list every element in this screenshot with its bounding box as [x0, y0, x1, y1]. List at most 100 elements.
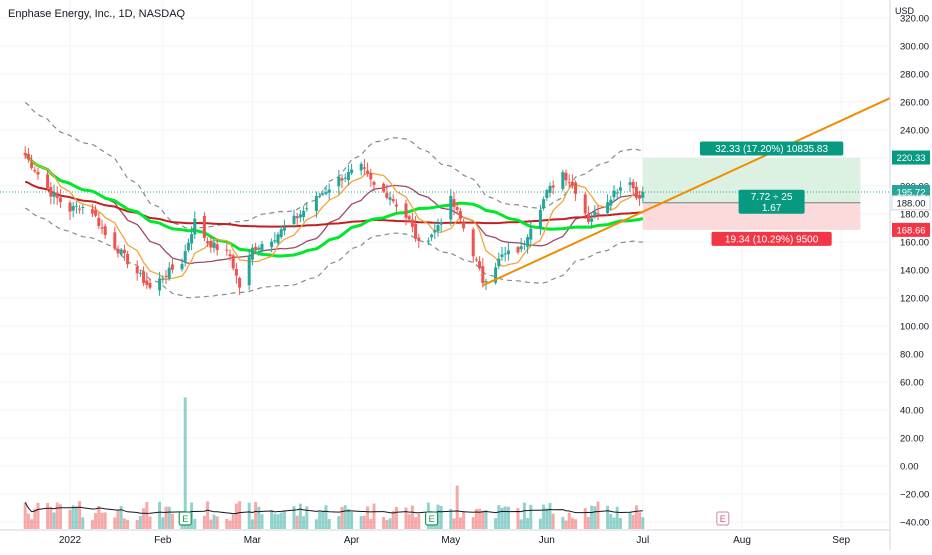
y-tick-label: −20.00	[900, 490, 929, 501]
position-stats-line-2: 1.67	[762, 203, 782, 214]
candle-body	[551, 185, 555, 188]
candle-body	[631, 181, 635, 189]
candle-body	[74, 205, 78, 207]
candle-body	[228, 254, 232, 257]
candle-body	[327, 189, 331, 193]
candle-body	[593, 211, 597, 217]
candle-body	[618, 187, 622, 191]
y-tick-label: 0.00	[900, 462, 919, 473]
x-tick-label: Apr	[344, 535, 360, 546]
candle-body	[362, 167, 366, 169]
candle-body	[471, 229, 475, 257]
volume-bar	[359, 515, 363, 529]
candle-body	[273, 240, 277, 242]
candle-body	[158, 278, 162, 291]
volume-bar	[503, 506, 507, 529]
volume-bar	[526, 517, 530, 529]
y-tick-label: 260.00	[900, 98, 929, 109]
earnings-marker-box	[178, 511, 192, 526]
y-tick-label: 160.00	[900, 238, 929, 249]
earnings-marker-label: E	[429, 514, 435, 524]
volume-bar	[158, 501, 162, 529]
volume-bar	[138, 516, 142, 529]
candle-body	[250, 247, 254, 260]
candle-body	[282, 226, 286, 231]
volume-bar	[202, 515, 206, 529]
candle-body	[516, 247, 520, 253]
volume-bar	[350, 511, 354, 529]
volume-bar	[404, 507, 408, 529]
candle-body	[500, 254, 504, 257]
candle-body	[270, 241, 274, 248]
candle-body	[234, 268, 238, 276]
price-tag-text: 168.66	[896, 225, 925, 236]
price-tag: 168.66	[892, 222, 930, 237]
candle-body	[474, 259, 478, 261]
volume-ma-line	[24, 502, 643, 515]
candle-body	[94, 210, 98, 216]
volume-bar	[366, 506, 370, 529]
volume-bar	[548, 502, 552, 529]
volume-bar	[161, 517, 165, 529]
volume-bar	[369, 518, 373, 529]
candle-body	[183, 251, 187, 262]
y-tick-label: 40.00	[900, 406, 924, 417]
y-tick-label: 60.00	[900, 378, 924, 389]
volume-bar	[478, 508, 482, 529]
volume-bar	[583, 508, 587, 529]
volume-bar	[100, 512, 104, 529]
candle-body	[615, 192, 619, 194]
candle-body	[641, 191, 645, 198]
volume-bar	[362, 515, 366, 529]
y-tick-label: 180.00	[900, 210, 929, 221]
volume-bar	[254, 502, 258, 529]
volume-bar	[439, 505, 443, 529]
y-tick-label: 140.00	[900, 266, 929, 277]
currency-label: USD	[894, 6, 914, 16]
candle-body	[372, 181, 376, 185]
volume-bar	[71, 505, 75, 529]
candle-body	[321, 193, 325, 195]
candle-body	[391, 199, 395, 202]
position-stats-line-1: 7.72 ÷ 25	[751, 192, 793, 203]
ma-slow-line	[24, 154, 643, 265]
y-tick-label: −40.00	[900, 518, 929, 529]
volume-bar	[346, 509, 350, 529]
candle-body	[58, 197, 62, 203]
position-profit-label: 32.33 (17.20%) 10835.83	[699, 141, 844, 156]
volume-bar	[49, 507, 53, 529]
volume-bar	[561, 517, 565, 529]
candle-body	[97, 217, 101, 226]
volume-bar	[170, 514, 174, 529]
candle-body	[388, 197, 392, 200]
candle-body	[503, 253, 507, 255]
volume-bar	[97, 506, 101, 529]
position-loss-label-text: 19.34 (10.29%) 9500	[725, 234, 819, 245]
volume-bar	[135, 520, 139, 529]
volume-bar	[94, 512, 98, 529]
volume-bar	[574, 519, 578, 529]
volume-bar	[116, 510, 120, 529]
volume-bar	[46, 502, 50, 529]
candle-body	[206, 241, 210, 244]
candle-body	[119, 249, 123, 255]
volume-bar	[318, 511, 322, 529]
volume-bar	[628, 512, 632, 529]
volume-bar	[327, 518, 331, 529]
volume-bar	[324, 505, 328, 529]
candle-body	[122, 249, 126, 254]
candle-body	[292, 215, 296, 225]
price-tag-bg	[892, 150, 930, 165]
volume-bar	[321, 510, 325, 529]
volume-bar	[417, 513, 421, 529]
plot-area: E E E32.33 (17.20%) 10835.837.72 ÷ 251.671…	[0, 0, 890, 530]
volume-bar	[126, 519, 130, 529]
volume-bar	[145, 502, 149, 529]
volume-bar	[481, 510, 485, 529]
volume-bar	[279, 512, 283, 529]
candle-body	[567, 182, 571, 184]
volume-bar	[372, 503, 376, 529]
volume-bar	[260, 514, 264, 529]
